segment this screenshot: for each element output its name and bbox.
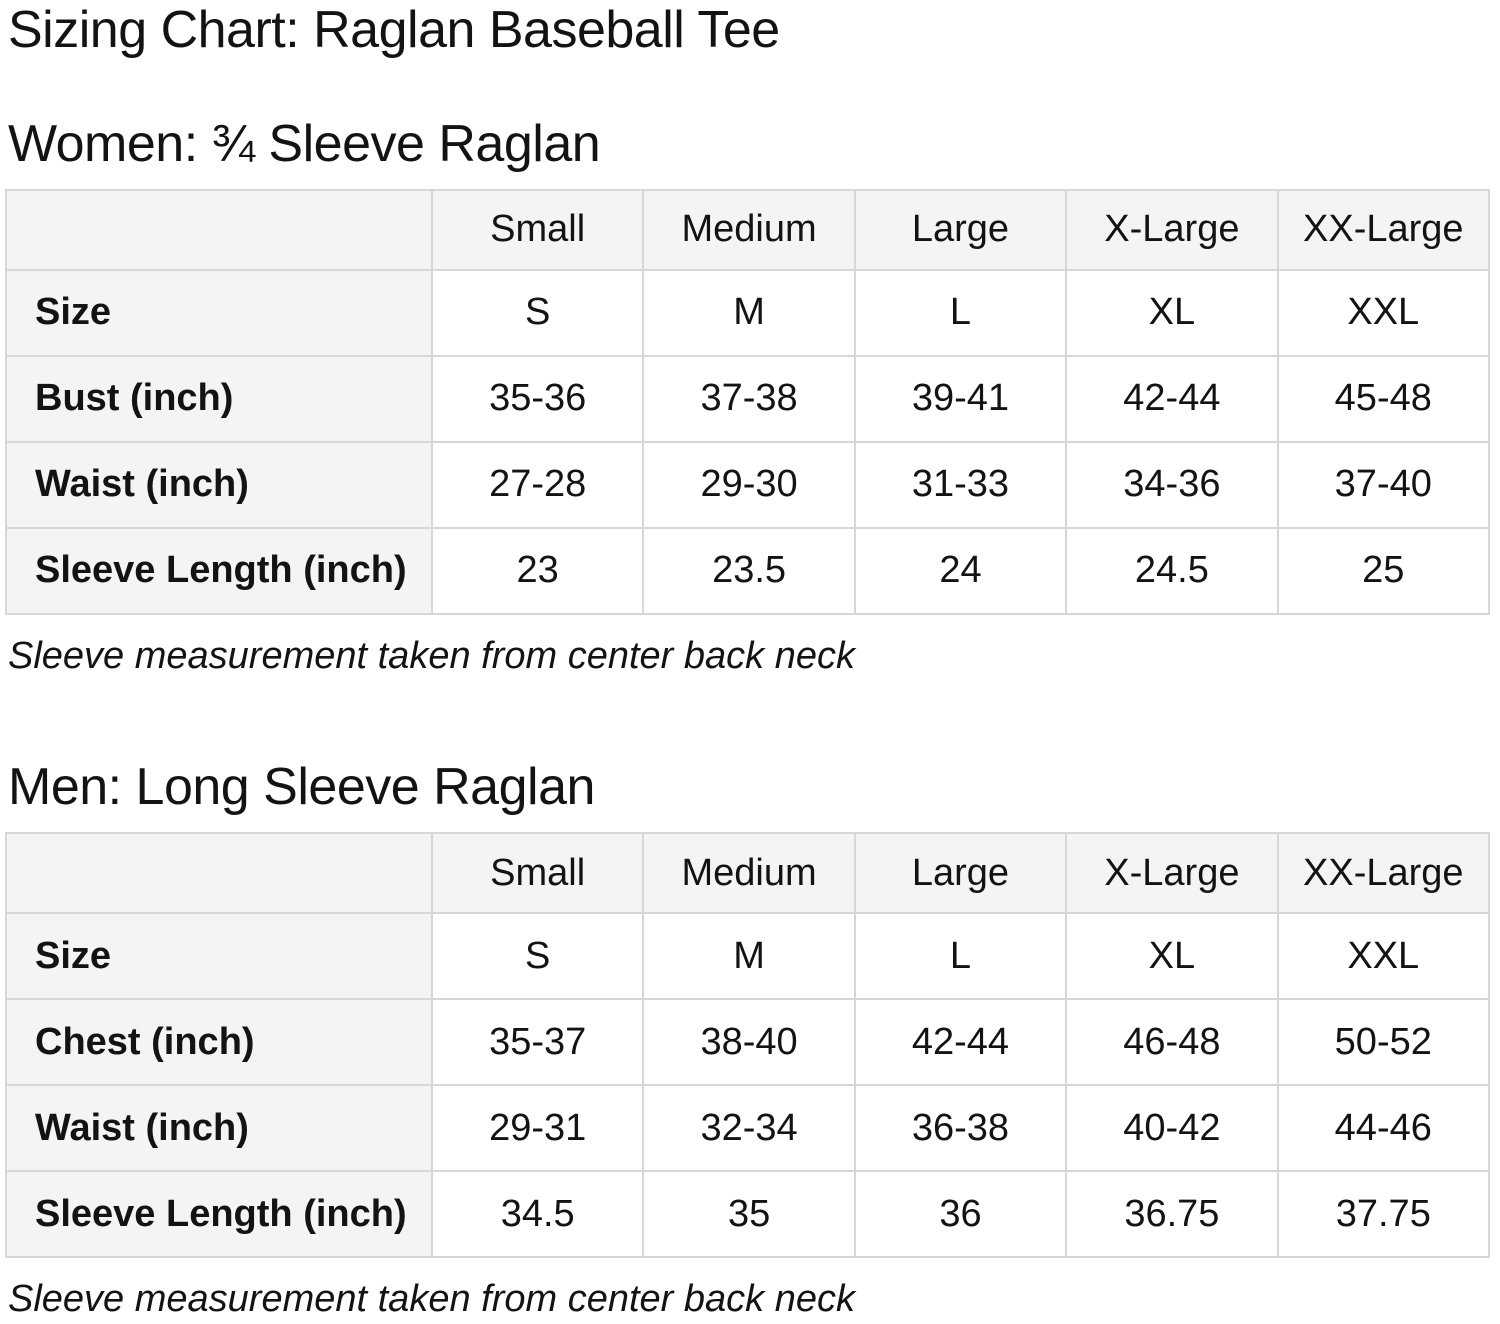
men-sizing-table: Small Medium Large X-Large XX-Large Size S M L XL… bbox=[5, 832, 1491, 1259]
row-label: Waist (inch) bbox=[5, 440, 433, 529]
table-row: Size S M L XL XXL bbox=[5, 912, 1491, 1001]
cell-value: 34.5 bbox=[430, 1170, 645, 1259]
column-header-row: Small Medium Large X-Large XX-Large bbox=[5, 188, 1491, 271]
corner-cell bbox=[5, 188, 433, 271]
row-label: Size bbox=[5, 912, 433, 1001]
cell-value: 37-40 bbox=[1276, 440, 1491, 529]
cell-value: 46-48 bbox=[1065, 998, 1279, 1087]
women-sizing-table: Small Medium Large X-Large XX-Large Size S M L XL… bbox=[5, 188, 1491, 615]
cell-value: 23.5 bbox=[642, 526, 856, 615]
cell-value: 35 bbox=[642, 1170, 856, 1259]
cell-value: 42-44 bbox=[853, 998, 1068, 1087]
cell-value: S bbox=[430, 912, 645, 1001]
table-row: Sleeve Length (inch) 34.5 35 36 36.75 37.75 bbox=[5, 1170, 1491, 1259]
cell-value: 38-40 bbox=[642, 998, 856, 1087]
cell-value: 44-46 bbox=[1276, 1084, 1491, 1173]
cell-value: 35-36 bbox=[430, 354, 645, 443]
cell-value: 36.75 bbox=[1065, 1170, 1279, 1259]
cell-value: 42-44 bbox=[1065, 354, 1279, 443]
section-women: Women: ¾ Sleeve Raglan Small Medium Large X… bbox=[5, 115, 1491, 680]
column-header-row: Small Medium Large X-Large XX-Large bbox=[5, 832, 1491, 915]
cell-value: XXL bbox=[1276, 268, 1491, 357]
cell-value: 24 bbox=[853, 526, 1068, 615]
cell-value: L bbox=[853, 268, 1068, 357]
section-heading-men: Men: Long Sleeve Raglan bbox=[8, 758, 595, 817]
table-row: Bust (inch) 35-36 37-38 39-41 42-44 45-48 bbox=[5, 354, 1491, 443]
cell-value: XXL bbox=[1276, 912, 1491, 1001]
cell-value: 37.75 bbox=[1276, 1170, 1491, 1259]
cell-value: 37-38 bbox=[642, 354, 856, 443]
column-header: X-Large bbox=[1065, 188, 1279, 271]
cell-value: 39-41 bbox=[853, 354, 1068, 443]
table-row: Waist (inch) 29-31 32-34 36-38 40-42 44-46 bbox=[5, 1084, 1491, 1173]
cell-value: XL bbox=[1065, 912, 1279, 1001]
cell-value: 25 bbox=[1276, 526, 1491, 615]
page-title: Sizing Chart: Raglan Baseball Tee bbox=[8, 1, 780, 59]
cell-value: XL bbox=[1065, 268, 1279, 357]
cell-value: 40-42 bbox=[1065, 1084, 1279, 1173]
column-header: X-Large bbox=[1065, 832, 1279, 915]
row-label: Chest (inch) bbox=[5, 998, 433, 1087]
column-header: Large bbox=[853, 188, 1068, 271]
row-label: Sleeve Length (inch) bbox=[5, 526, 433, 615]
column-header: Medium bbox=[642, 832, 856, 915]
column-header: XX-Large bbox=[1276, 832, 1491, 915]
column-header: Small bbox=[430, 832, 645, 915]
cell-value: 31-33 bbox=[853, 440, 1068, 529]
section-heading-women: Women: ¾ Sleeve Raglan bbox=[8, 115, 601, 174]
cell-value: 35-37 bbox=[430, 998, 645, 1087]
cell-value: 36 bbox=[853, 1170, 1068, 1259]
cell-value: M bbox=[642, 912, 856, 1001]
cell-value: 50-52 bbox=[1276, 998, 1491, 1087]
cell-value: 24.5 bbox=[1065, 526, 1279, 615]
table-row: Waist (inch) 27-28 29-30 31-33 34-36 37-40 bbox=[5, 440, 1491, 529]
table-row: Chest (inch) 35-37 38-40 42-44 46-48 50-52 bbox=[5, 998, 1491, 1087]
cell-value: L bbox=[853, 912, 1068, 1001]
cell-value: 29-31 bbox=[430, 1084, 645, 1173]
section-men: Men: Long Sleeve Raglan Small Medium Large… bbox=[5, 758, 1491, 1323]
cell-value: 32-34 bbox=[642, 1084, 856, 1173]
cell-value: 29-30 bbox=[642, 440, 856, 529]
column-header: XX-Large bbox=[1276, 188, 1491, 271]
cell-value: 27-28 bbox=[430, 440, 645, 529]
cell-value: 23 bbox=[430, 526, 645, 615]
column-header: Small bbox=[430, 188, 645, 271]
row-label: Bust (inch) bbox=[5, 354, 433, 443]
column-header: Large bbox=[853, 832, 1068, 915]
table-row: Size S M L XL XXL bbox=[5, 268, 1491, 357]
sleeve-measurement-note-men: Sleeve measurement taken from center bac… bbox=[8, 1278, 855, 1321]
cell-value: M bbox=[642, 268, 856, 357]
column-header: Medium bbox=[642, 188, 856, 271]
row-label: Size bbox=[5, 268, 433, 357]
cell-value: 36-38 bbox=[853, 1084, 1068, 1173]
row-label: Sleeve Length (inch) bbox=[5, 1170, 433, 1259]
sleeve-measurement-note-women: Sleeve measurement taken from center bac… bbox=[8, 634, 855, 677]
cell-value: 45-48 bbox=[1276, 354, 1491, 443]
table-row: Sleeve Length (inch) 23 23.5 24 24.5 25 bbox=[5, 526, 1491, 615]
cell-value: 34-36 bbox=[1065, 440, 1279, 529]
corner-cell bbox=[5, 832, 433, 915]
row-label: Waist (inch) bbox=[5, 1084, 433, 1173]
cell-value: S bbox=[430, 268, 645, 357]
